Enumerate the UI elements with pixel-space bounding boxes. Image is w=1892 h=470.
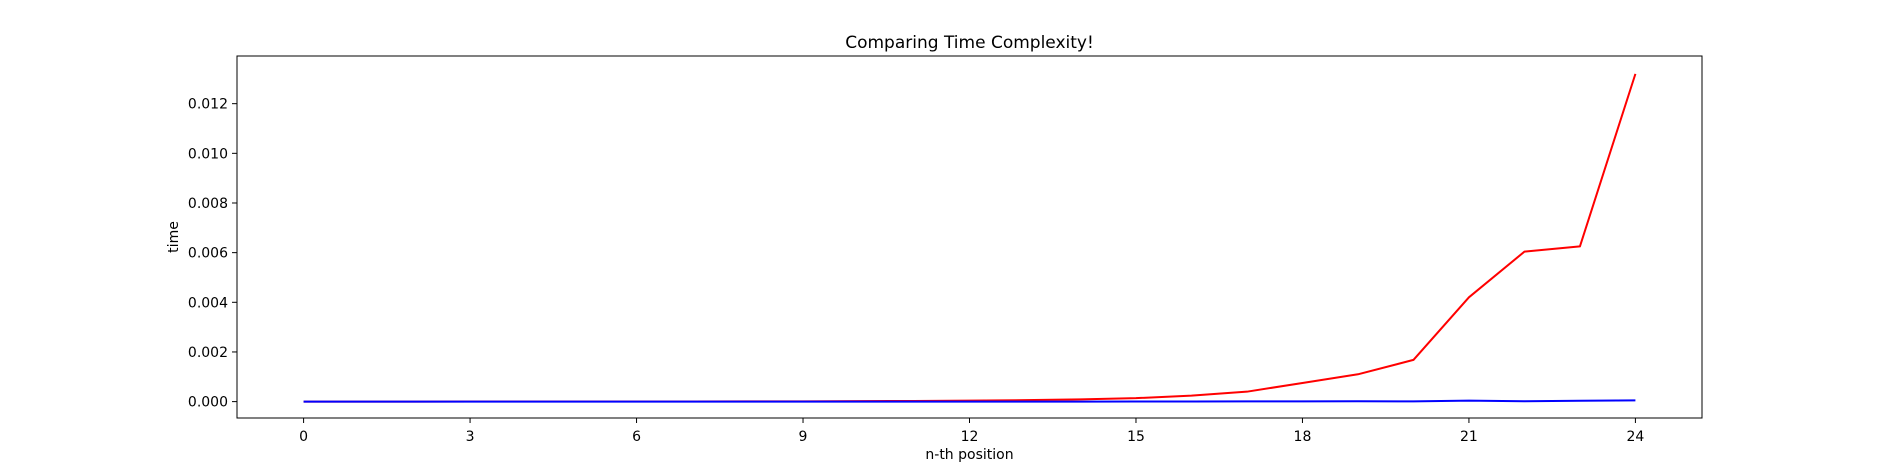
x-tick-label: 9: [799, 429, 808, 445]
x-tick-label: 18: [1294, 429, 1312, 445]
x-tick-label: 21: [1460, 429, 1478, 445]
y-axis-label: time: [166, 221, 182, 253]
x-tick-label: 24: [1626, 429, 1644, 445]
chart-title: Comparing Time Complexity!: [845, 33, 1094, 53]
x-axis-label: n-th position: [925, 447, 1013, 463]
plot-area: [237, 56, 1702, 418]
y-axis-ticks: 0.000 0.002 0.004 0.006 0.008 0.010 0.012: [188, 97, 237, 411]
y-tick-label: 0.006: [188, 246, 228, 262]
y-tick-label: 0.004: [188, 295, 228, 311]
series-line-2: [303, 399, 1636, 403]
x-tick-label: 0: [299, 429, 308, 445]
y-tick-label: 0.010: [188, 146, 228, 162]
x-tick-label: 6: [632, 429, 641, 445]
y-tick-label: 0.008: [188, 196, 228, 212]
x-tick-label: 12: [961, 429, 979, 445]
x-tick-label: 3: [466, 429, 475, 445]
x-tick-label: 15: [1127, 429, 1145, 445]
series-layer: [303, 73, 1637, 403]
y-tick-label: 0.000: [188, 395, 228, 411]
x-axis-ticks: 0 3 6 9 12 15 18 21 24: [299, 418, 1644, 445]
y-tick-label: 0.012: [188, 97, 228, 113]
y-tick-label: 0.002: [188, 345, 228, 361]
